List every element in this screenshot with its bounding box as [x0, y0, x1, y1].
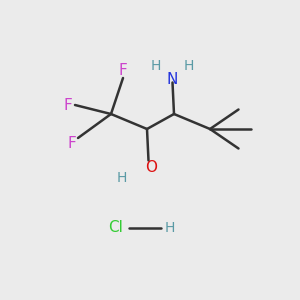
Text: N: N — [167, 72, 178, 87]
Text: O: O — [146, 160, 158, 175]
Text: F: F — [118, 63, 127, 78]
Text: H: H — [150, 59, 161, 73]
Text: F: F — [68, 136, 76, 152]
Text: H: H — [116, 172, 127, 185]
Text: H: H — [183, 59, 194, 73]
Text: F: F — [63, 98, 72, 112]
Text: H: H — [164, 221, 175, 235]
Text: Cl: Cl — [108, 220, 123, 236]
